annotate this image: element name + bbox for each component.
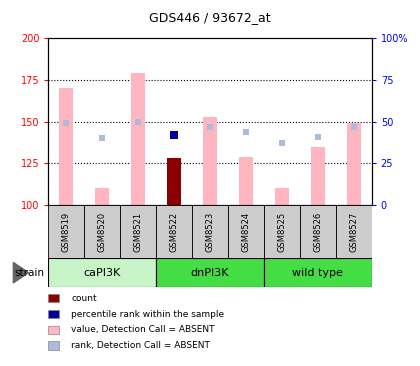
Bar xyxy=(228,205,264,258)
Bar xyxy=(156,258,264,287)
Text: GSM8526: GSM8526 xyxy=(313,212,322,251)
Polygon shape xyxy=(13,262,29,283)
Text: GSM8522: GSM8522 xyxy=(170,212,178,251)
Text: caPI3K: caPI3K xyxy=(84,268,121,278)
Text: rank, Detection Call = ABSENT: rank, Detection Call = ABSENT xyxy=(71,341,210,350)
Bar xyxy=(264,205,300,258)
Bar xyxy=(84,205,120,258)
Text: strain: strain xyxy=(14,268,44,278)
Text: percentile rank within the sample: percentile rank within the sample xyxy=(71,310,225,318)
Bar xyxy=(48,205,84,258)
Text: GSM8519: GSM8519 xyxy=(62,212,71,251)
Text: GSM8520: GSM8520 xyxy=(98,212,107,251)
Bar xyxy=(239,157,253,205)
Text: GDS446 / 93672_at: GDS446 / 93672_at xyxy=(149,11,271,24)
Text: GSM8524: GSM8524 xyxy=(241,212,250,251)
Bar xyxy=(48,258,156,287)
Bar xyxy=(300,205,336,258)
Bar xyxy=(120,205,156,258)
Text: GSM8523: GSM8523 xyxy=(205,212,215,251)
Text: GSM8527: GSM8527 xyxy=(349,212,358,251)
Text: wild type: wild type xyxy=(292,268,343,278)
Bar xyxy=(336,205,372,258)
Bar xyxy=(311,147,325,205)
Bar xyxy=(203,117,217,205)
Text: value, Detection Call = ABSENT: value, Detection Call = ABSENT xyxy=(71,325,215,334)
Bar xyxy=(264,258,372,287)
Bar xyxy=(192,205,228,258)
Text: dnPI3K: dnPI3K xyxy=(191,268,229,278)
Bar xyxy=(156,205,192,258)
Bar xyxy=(95,188,109,205)
Bar xyxy=(59,89,74,205)
Bar xyxy=(346,123,361,205)
Text: count: count xyxy=(71,294,97,303)
Text: GSM8521: GSM8521 xyxy=(134,212,143,251)
Text: GSM8525: GSM8525 xyxy=(277,212,286,251)
Bar xyxy=(275,188,289,205)
Bar xyxy=(167,158,181,205)
Bar xyxy=(131,74,145,205)
